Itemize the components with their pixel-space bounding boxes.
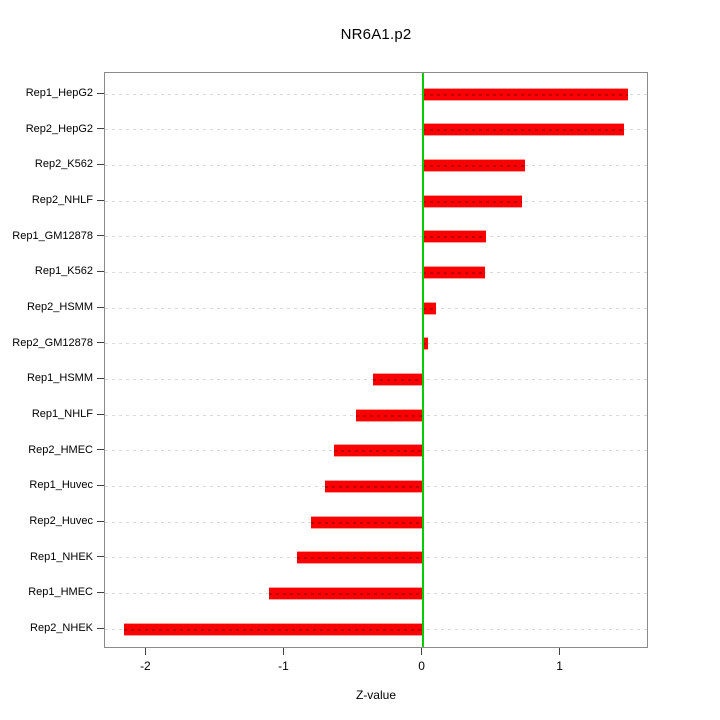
y-tick-mark [97, 92, 104, 94]
y-tick-mark [97, 627, 104, 629]
bar-dash-pattern [124, 628, 423, 631]
bar-dash-pattern [422, 129, 625, 132]
bar-dash-pattern [356, 414, 423, 417]
category-label: Rep1_HMEC [28, 586, 93, 599]
bar [310, 515, 423, 529]
y-tick-mark [97, 163, 104, 165]
x-tick-mark [144, 648, 146, 655]
x-tick-mark [559, 648, 561, 655]
bar-dash-pattern [422, 307, 437, 310]
category-label: Rep2_NHLF [31, 194, 93, 206]
chart-title: NR6A1.p2 [340, 26, 412, 43]
bar [422, 337, 429, 351]
category-label: Rep1_K562 [34, 265, 93, 278]
gridline [105, 343, 647, 345]
bar [296, 551, 423, 565]
category-label: Rep1_NHLF [31, 408, 93, 421]
gridline [105, 200, 647, 202]
bar-dash-pattern [422, 164, 525, 167]
bar [324, 479, 423, 493]
x-tick-label: -1 [278, 659, 289, 673]
bar [124, 622, 423, 636]
y-tick-mark [97, 306, 104, 308]
gridline [105, 129, 647, 131]
category-label: Rep2_HMEC [28, 443, 93, 456]
bar-dash-pattern [372, 378, 423, 381]
y-tick-mark [97, 199, 104, 201]
gridline [105, 164, 647, 166]
zero-line [421, 73, 424, 647]
y-tick-mark [97, 128, 104, 130]
y-tick-mark [97, 377, 104, 379]
y-tick-mark [97, 591, 104, 593]
y-tick-mark [97, 484, 104, 486]
category-label: Rep1_GM12878 [12, 229, 93, 242]
category-label: Rep1_HSMM [26, 372, 93, 385]
gridline [105, 307, 647, 309]
bar-dash-pattern [310, 521, 423, 524]
category-label: Rep2_GM12878 [12, 336, 93, 349]
bar-dash-pattern [269, 592, 423, 595]
bar [422, 158, 525, 172]
bar [422, 194, 522, 208]
bar [422, 230, 487, 244]
x-axis-title: Z-value [355, 688, 396, 702]
y-tick-mark [97, 520, 104, 522]
y-tick-mark [97, 449, 104, 451]
gridline [105, 271, 647, 273]
bar-dash-pattern [422, 343, 429, 346]
x-tick-mark [421, 648, 423, 655]
bar [356, 408, 423, 422]
bar-dash-pattern [334, 450, 423, 453]
y-tick-mark [97, 235, 104, 237]
category-label: Rep1_HepG2 [25, 87, 93, 99]
x-tick-label: -2 [140, 659, 151, 673]
y-tick-mark [97, 342, 104, 344]
bar [422, 87, 629, 101]
category-label: Rep2_HSMM [26, 301, 93, 314]
bar-dash-pattern [422, 200, 522, 203]
bar [422, 123, 625, 137]
bar-dash-pattern [422, 93, 629, 96]
y-tick-mark [97, 556, 104, 558]
category-label: Rep2_K562 [34, 158, 93, 171]
x-tick-label: 1 [556, 659, 563, 673]
bar [372, 372, 423, 386]
bar [334, 444, 423, 458]
bar-dash-pattern [296, 557, 423, 560]
category-label: Rep2_NHEK [30, 622, 93, 635]
plot-area [104, 72, 648, 648]
bar-dash-pattern [422, 271, 485, 274]
y-tick-mark [97, 270, 104, 272]
bar-dash-pattern [324, 485, 423, 488]
bar [269, 586, 423, 600]
bar [422, 301, 437, 315]
y-tick-mark [97, 413, 104, 415]
gridline [105, 93, 647, 95]
x-tick-label: 0 [418, 659, 425, 673]
category-label: Rep1_Huvec [29, 479, 93, 492]
gridline [105, 236, 647, 238]
x-tick-mark [282, 648, 284, 655]
bar-dash-pattern [422, 236, 487, 239]
category-label: Rep1_NHEK [30, 550, 93, 563]
category-label: Rep2_Huvec [29, 515, 93, 528]
bar [422, 265, 485, 279]
category-label: Rep2_HepG2 [25, 122, 93, 135]
